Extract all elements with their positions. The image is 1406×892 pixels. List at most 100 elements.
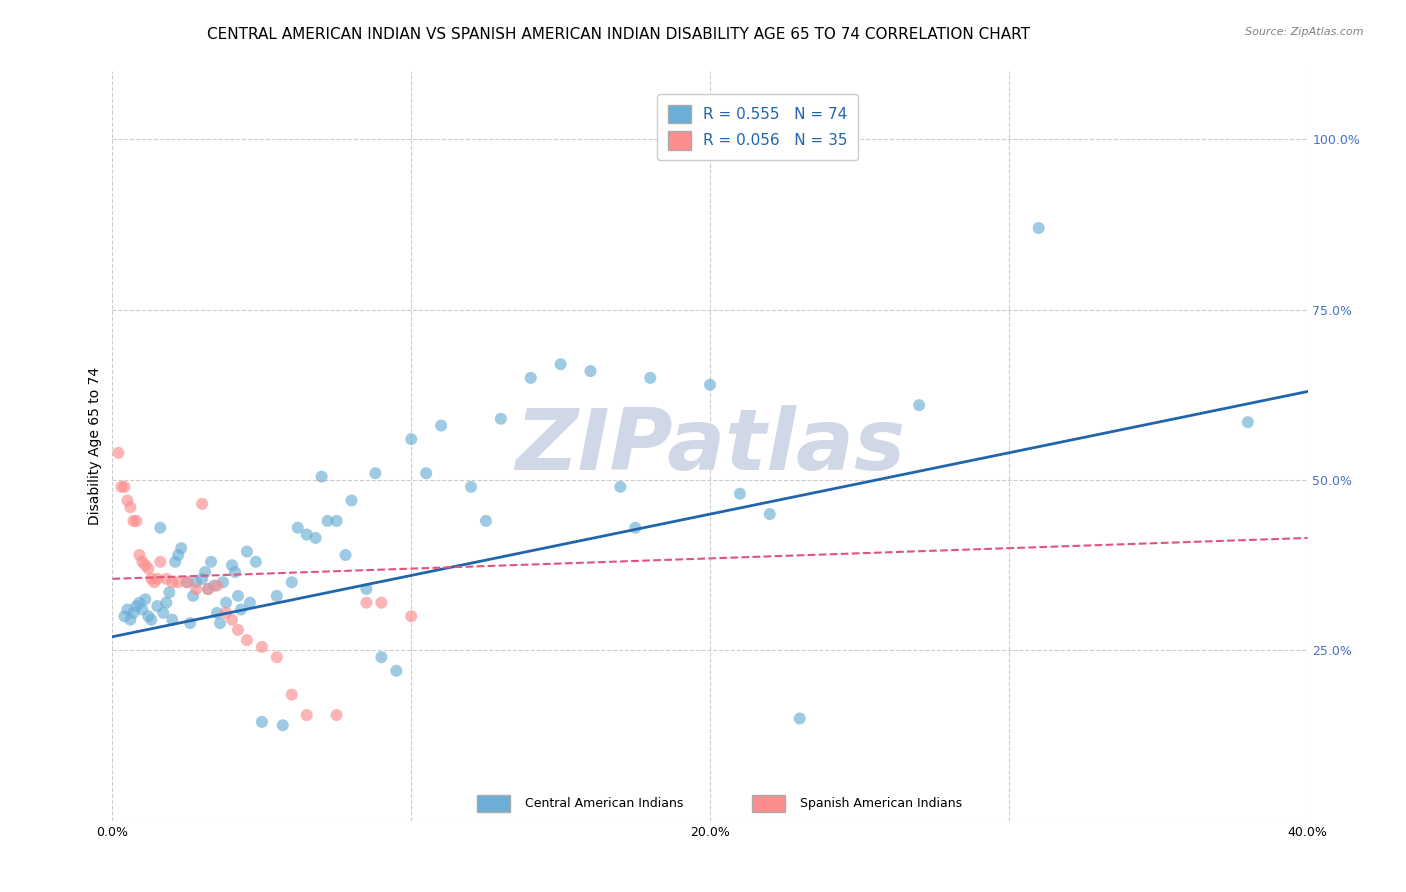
Point: [1028, 221, 1050, 235]
Point: [295, 527, 318, 541]
Point: [212, 575, 235, 590]
Point: [141, 613, 163, 627]
Point: [759, 507, 782, 521]
Point: [281, 575, 304, 590]
Point: [167, 575, 190, 590]
Point: [194, 565, 217, 579]
Point: [152, 606, 174, 620]
Point: [239, 596, 262, 610]
Point: [146, 599, 169, 613]
Point: [221, 613, 243, 627]
Bar: [477, 795, 510, 812]
Point: [215, 596, 238, 610]
Point: [155, 572, 177, 586]
Point: [364, 467, 387, 481]
Point: [226, 623, 249, 637]
Point: [197, 582, 219, 596]
Point: [1237, 415, 1260, 429]
Point: [205, 606, 228, 620]
Point: [205, 579, 228, 593]
Point: [120, 613, 142, 627]
Bar: [752, 795, 786, 812]
Point: [191, 497, 214, 511]
Point: [162, 575, 183, 590]
Point: [165, 555, 187, 569]
Point: [415, 467, 437, 481]
Point: [167, 548, 190, 562]
Point: [176, 575, 198, 590]
Point: [128, 596, 150, 610]
Point: [370, 596, 392, 610]
Point: [141, 572, 163, 586]
Point: [550, 357, 572, 371]
Point: [128, 548, 150, 562]
Point: [295, 708, 318, 723]
Point: [287, 521, 309, 535]
Point: [125, 599, 148, 613]
Point: [117, 602, 139, 616]
Point: [271, 718, 294, 732]
Point: [226, 589, 249, 603]
Point: [401, 609, 423, 624]
Point: [489, 411, 512, 425]
Point: [728, 486, 751, 500]
Point: [131, 555, 153, 569]
Point: [186, 582, 208, 596]
Point: [146, 572, 169, 586]
Point: [579, 364, 602, 378]
Point: [520, 371, 543, 385]
Point: [125, 514, 148, 528]
Point: [325, 514, 347, 528]
Text: Central American Indians: Central American Indians: [524, 797, 683, 810]
Point: [311, 469, 333, 483]
Point: [122, 514, 145, 528]
Point: [176, 575, 198, 590]
Point: [122, 606, 145, 620]
Point: [245, 555, 267, 569]
Point: [149, 555, 172, 569]
Point: [170, 541, 193, 556]
Point: [181, 589, 204, 603]
Point: [215, 606, 238, 620]
Point: [229, 602, 252, 616]
Point: [266, 650, 288, 665]
Point: [162, 613, 183, 627]
Point: [117, 493, 139, 508]
Point: [138, 609, 160, 624]
Point: [356, 596, 378, 610]
Point: [202, 579, 225, 593]
Point: [131, 602, 153, 616]
Point: [401, 432, 423, 446]
Point: [134, 558, 156, 573]
Point: [266, 589, 288, 603]
Point: [114, 480, 135, 494]
Point: [114, 609, 135, 624]
Point: [143, 575, 166, 590]
Point: [200, 555, 222, 569]
Point: [325, 708, 347, 723]
Text: CENTRAL AMERICAN INDIAN VS SPANISH AMERICAN INDIAN DISABILITY AGE 65 TO 74 CORRE: CENTRAL AMERICAN INDIAN VS SPANISH AMERI…: [207, 27, 1031, 42]
Point: [908, 398, 931, 412]
Point: [250, 640, 273, 654]
Point: [475, 514, 498, 528]
Point: [236, 544, 259, 558]
Point: [789, 711, 811, 725]
Point: [305, 531, 328, 545]
Point: [609, 480, 631, 494]
Point: [134, 592, 156, 607]
Point: [138, 561, 160, 575]
Point: [224, 565, 246, 579]
Point: [430, 418, 453, 433]
Legend: R = 0.555   N = 74, R = 0.056   N = 35: R = 0.555 N = 74, R = 0.056 N = 35: [658, 94, 858, 161]
Point: [209, 616, 232, 631]
Point: [179, 616, 201, 631]
Y-axis label: Disability Age 65 to 74: Disability Age 65 to 74: [89, 367, 103, 525]
Point: [640, 371, 662, 385]
Point: [191, 572, 214, 586]
Point: [149, 521, 172, 535]
Point: [316, 514, 339, 528]
Text: ZIPatlas: ZIPatlas: [515, 404, 905, 488]
Point: [385, 664, 408, 678]
Point: [236, 633, 259, 648]
Point: [335, 548, 357, 562]
